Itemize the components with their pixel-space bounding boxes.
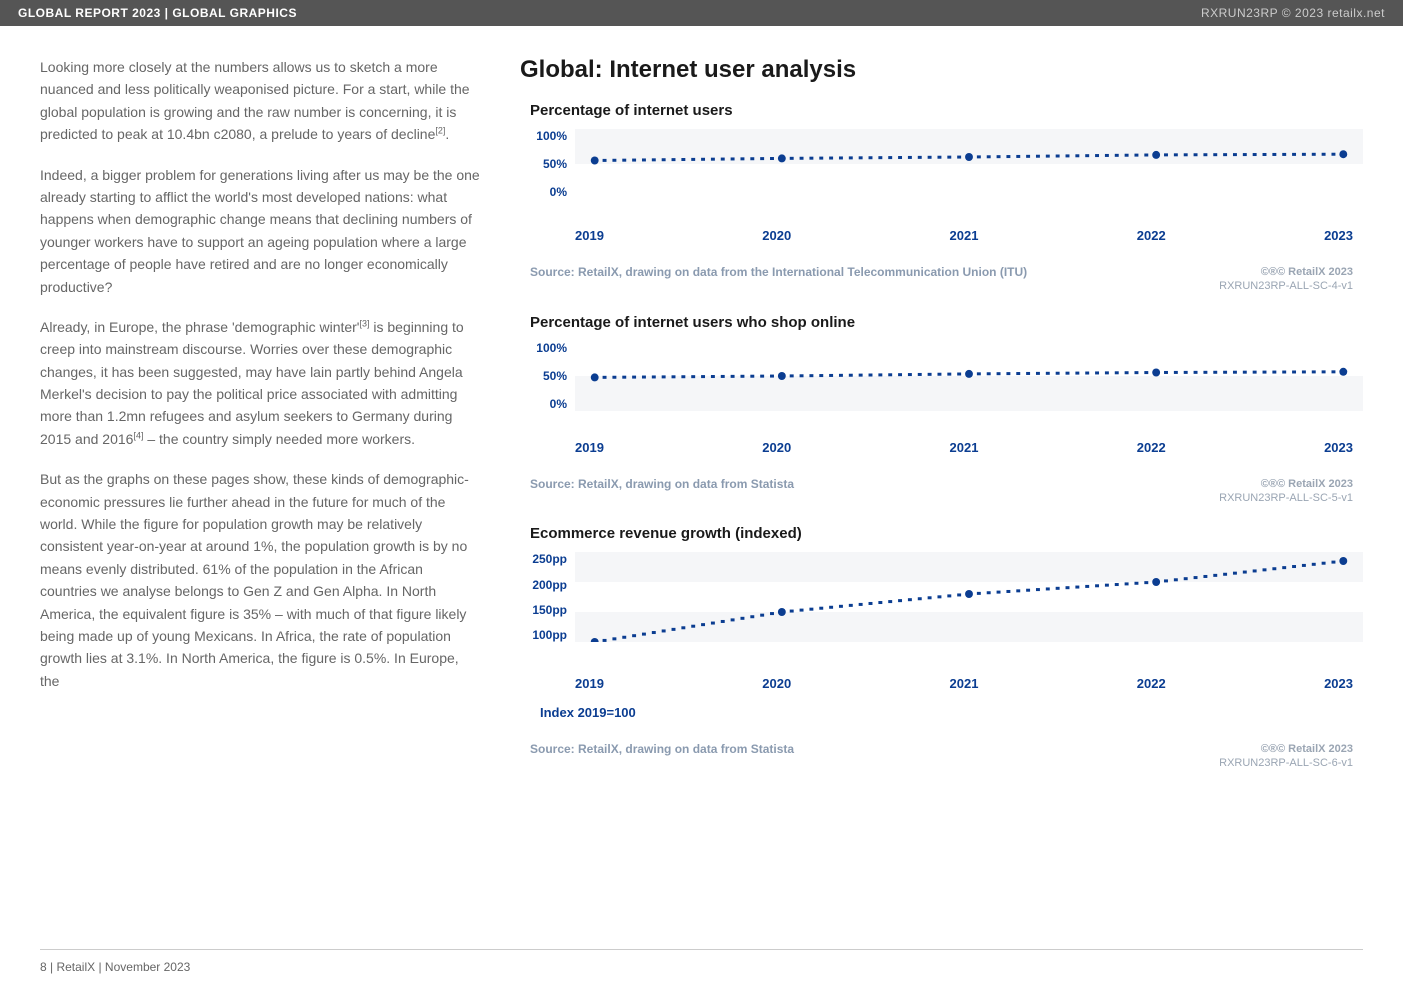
chart-1-line [575,129,1363,199]
header-bar: GLOBAL REPORT 2023 | GLOBAL GRAPHICS RXR… [0,0,1403,26]
chart-1-xaxis: 2019 2020 2021 2022 2023 [520,228,1363,243]
chart-2-source: Source: RetailX, drawing on data from St… [530,477,794,491]
charts-main-title: Global: Internet user analysis [520,56,1363,84]
chart-1-source: Source: RetailX, drawing on data from th… [530,265,1027,279]
chart-2-title: Percentage of internet users who shop on… [530,314,1363,331]
chart-3-attrib: ©®© RetailX 2023 RXRUN23RP-ALL-SC-6-v1 [1219,742,1353,771]
charts-column: Global: Internet user analysis Percentag… [510,56,1363,791]
chart-3-xaxis: 2019 2020 2021 2022 2023 [520,676,1363,691]
chart-3-title: Ecommerce revenue growth (indexed) [530,525,1363,542]
paragraph-4: But as the graphs on these pages show, t… [40,468,480,692]
chart-3: Ecommerce revenue growth (indexed) 250pp… [520,525,1363,771]
chart-2-attrib: ©®© RetailX 2023 RXRUN23RP-ALL-SC-5-v1 [1219,477,1353,506]
page-content: Looking more closely at the numbers allo… [0,26,1403,791]
chart-3-plot [575,552,1363,642]
chart-1-plot [575,129,1363,199]
chart-3-source: Source: RetailX, drawing on data from St… [530,742,794,756]
chart-1-title: Percentage of internet users [530,102,1363,119]
chart-2-yaxis: 100% 50% 0% [520,341,575,411]
page-footer: 8 | RetailX | November 2023 [40,949,1363,974]
paragraph-3: Already, in Europe, the phrase 'demograp… [40,316,480,450]
chart-2-line [575,341,1363,411]
header-left: GLOBAL REPORT 2023 | GLOBAL GRAPHICS [18,6,297,20]
chart-3-yaxis: 250pp 200pp 150pp 100pp [520,552,575,642]
chart-3-line [575,552,1363,642]
chart-1: Percentage of internet users 100% 50% 0%… [520,102,1363,294]
body-text-column: Looking more closely at the numbers allo… [40,56,480,791]
chart-1-attrib: ©®© RetailX 2023 RXRUN23RP-ALL-SC-4-v1 [1219,265,1353,294]
header-right: RXRUN23RP © 2023 retailx.net [1201,6,1385,20]
paragraph-1: Looking more closely at the numbers allo… [40,56,480,146]
chart-1-yaxis: 100% 50% 0% [520,129,575,199]
chart-2-xaxis: 2019 2020 2021 2022 2023 [520,440,1363,455]
chart-2: Percentage of internet users who shop on… [520,314,1363,506]
chart-3-index-note: Index 2019=100 [540,705,1363,720]
chart-2-plot [575,341,1363,411]
paragraph-2: Indeed, a bigger problem for generations… [40,164,480,298]
